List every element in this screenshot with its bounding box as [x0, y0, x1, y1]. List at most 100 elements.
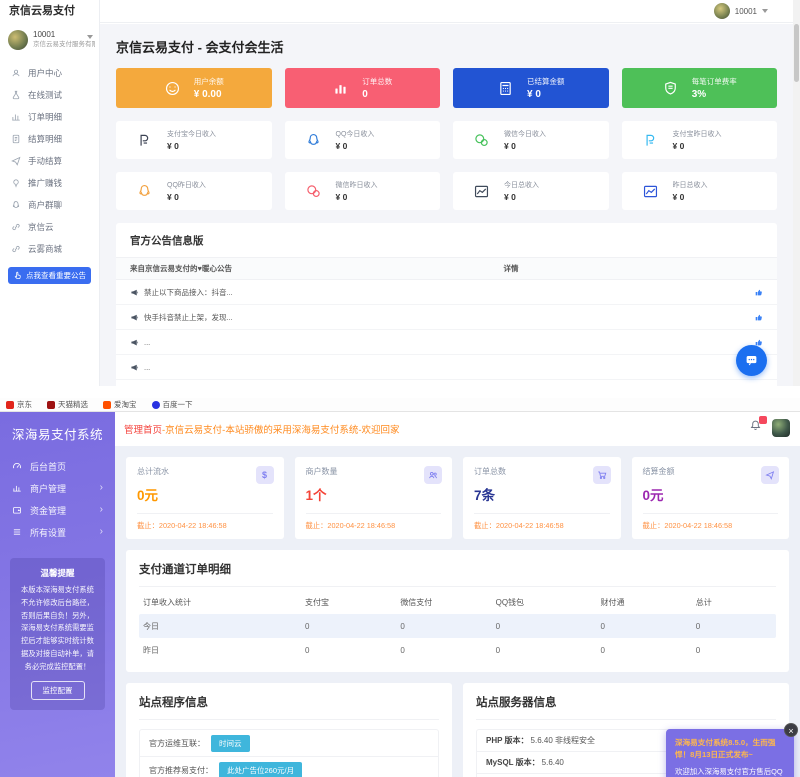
cell: 0	[695, 621, 701, 631]
chevron-right-icon: ›	[99, 482, 103, 493]
stat-label: 用户余额	[193, 77, 224, 86]
announcement-row[interactable]: 禁止以下商品接入：抖音...	[116, 280, 777, 305]
notification-bell[interactable]	[749, 416, 767, 437]
monitor-config-button[interactable]: 监控配置	[30, 681, 85, 701]
stat-card-order-count[interactable]: 订单总数 7条 截止：2020-04-22 18:46:58	[463, 457, 621, 539]
stat-card-fee-rate[interactable]: 每笔订单费率 3%	[621, 68, 777, 108]
stat-card-total-flow[interactable]: 总计流水 $ 0元 截止：2020-04-22 18:46:58	[126, 457, 284, 539]
stat-date: 截止：2020-04-22 18:46:58	[642, 521, 733, 530]
sidebar-item-label: 京信云	[28, 222, 54, 232]
income-card-alipay-today[interactable]: 支付宝今日收入 ¥ 0	[116, 121, 272, 159]
browser-bookmarks-bar: 京东 天猫精选 爱淘宝 百度一下	[0, 398, 800, 412]
sidebar-item-label: 结算明细	[28, 134, 63, 144]
stat-card-merchant-count[interactable]: 商户数量 1个 截止：2020-04-22 18:46:58	[294, 457, 452, 539]
sidebar-item-promotion[interactable]: 推广赚钱	[0, 172, 99, 194]
announcement-detail-icon	[755, 314, 762, 320]
stat-card-balance[interactable]: 用户余额 ¥ 0.00	[116, 68, 272, 108]
sidebar-item-label: 用户中心	[28, 68, 63, 78]
income-card-total-yesterday[interactable]: 昨日总收入 ¥ 0	[621, 172, 777, 210]
income-card-alipay-yesterday[interactable]: 支付宝昨日收入 ¥ 0	[621, 121, 777, 159]
income-card-qq-today[interactable]: QQ今日收入 ¥ 0	[284, 121, 440, 159]
announcement-row[interactable]: ...	[116, 330, 777, 355]
sidebar-item-merchant-group[interactable]: 商户群聊	[0, 194, 99, 216]
scrollbar-thumb[interactable]	[794, 24, 799, 82]
sidebar-item-dashboard[interactable]: 后台首页	[0, 455, 115, 477]
announcement-row[interactable]: 快手抖音禁止上架，发现...	[116, 305, 777, 330]
sidebar-reminder-card: 温馨提醒 本版本深海易支付系统不允许修改后台路径，否则后果自负！另外，深海易支付…	[10, 558, 105, 711]
divider	[474, 513, 610, 514]
bookmark-tmall[interactable]: 天猫精选	[47, 399, 88, 410]
sidebar-menu: 用户中心 在线测试 订单明细 结算明细 手动结算	[0, 62, 99, 260]
bookmark-baidu[interactable]: 百度一下	[151, 399, 193, 410]
sidebar-item-user-center[interactable]: 用户中心	[0, 62, 99, 84]
breadcrumb-home[interactable]: 管理首页	[124, 425, 163, 436]
income-card-row-yesterday: QQ昨日收入 ¥ 0 微信昨日收入 ¥ 0	[116, 172, 777, 210]
users-icon	[424, 466, 442, 484]
income-label: 今日总收入	[504, 182, 539, 189]
income-label: QQ昨日收入	[167, 182, 206, 189]
ad-slot-button[interactable]: 此处广告位260元/月	[219, 761, 303, 777]
announcement-row[interactable]: ...	[116, 380, 777, 386]
income-texts: 微信昨日收入 ¥ 0	[336, 180, 378, 202]
megaphone-icon	[131, 364, 139, 370]
sidebar-item-online-test[interactable]: 在线测试	[0, 84, 99, 106]
important-notice-button[interactable]: 点我查看重要公告	[8, 267, 91, 284]
channel-table-row-yesterday: 昨日 0 0 0 0 0	[139, 638, 776, 662]
user-profile-block[interactable]: 10001 京信云易支付服务有限-	[0, 23, 99, 56]
divider	[642, 513, 778, 514]
col-header: 订单收入统计	[143, 597, 191, 607]
sidebar-item-settings[interactable]: 所有设置 ›	[0, 521, 115, 543]
sidebar-item-fund-mgmt[interactable]: 资金管理 ›	[0, 499, 115, 521]
stat-label: 每笔订单费率	[691, 77, 737, 86]
income-texts: QQ昨日收入 ¥ 0	[167, 180, 206, 202]
stat-card-orders[interactable]: 订单总数 0	[284, 68, 440, 108]
wechat-icon	[306, 184, 320, 197]
sidebar-item-settle-detail[interactable]: 结算明细	[0, 128, 99, 150]
link-icon	[12, 245, 20, 253]
announcement-panel: 官方公告信息版 来自京信云易支付的♥暖心公告 详情 禁止以下商品接入：抖音...…	[116, 223, 777, 386]
cart-icon	[592, 466, 611, 484]
announcement-table-header: 来自京信云易支付的♥暖心公告 详情	[116, 257, 777, 280]
income-card-wechat-today[interactable]: 微信今日收入 ¥ 0	[453, 121, 609, 159]
stat-card-settle-amount[interactable]: 结算金额 0元 截止：2020-04-22 18:46:58	[631, 457, 789, 539]
favicon	[47, 400, 55, 409]
server-row: MySQL 版本： 5.6.40	[477, 752, 775, 774]
channel-table-header: 订单收入统计 支付宝 微信支付 QQ钱包 财付通 总计	[139, 590, 776, 614]
admin-dashboard-window: 京东 天猫精选 爱淘宝 百度一下 深海易支付系统 后台首页 商户管理 › 资	[0, 398, 800, 777]
sidebar-item-jingxin-cloud[interactable]: 京信云	[0, 216, 99, 238]
stat-value: ¥ 0.00	[193, 89, 222, 100]
user-id: 10001	[734, 6, 757, 16]
income-card-total-today[interactable]: 今日总收入 ¥ 0	[453, 172, 609, 210]
income-label: 微信今日收入	[504, 131, 546, 138]
stat-value: 0元	[642, 488, 664, 503]
smiley-icon	[165, 81, 179, 95]
sidebar-item-merchant-mgmt[interactable]: 商户管理 ›	[0, 477, 115, 499]
sidebar-item-order-detail[interactable]: 订单明细	[0, 106, 99, 128]
cell: 0	[305, 645, 310, 655]
notification-badge	[759, 416, 767, 424]
announcement-row[interactable]: ...	[116, 355, 777, 380]
income-texts: QQ今日收入 ¥ 0	[336, 129, 375, 151]
income-value: ¥ 0	[672, 141, 685, 151]
income-card-wechat-yesterday[interactable]: 微信昨日收入 ¥ 0	[284, 172, 440, 210]
chat-float-button[interactable]	[736, 345, 767, 376]
megaphone-icon	[131, 289, 139, 295]
income-texts: 支付宝今日收入 ¥ 0	[167, 129, 216, 151]
favicon	[103, 400, 111, 409]
close-icon[interactable]: ×	[784, 723, 798, 738]
avatar[interactable]	[772, 419, 790, 437]
sidebar-item-manual-settle[interactable]: 手动结算	[0, 150, 99, 172]
navbar-user[interactable]: 10001	[713, 3, 768, 19]
sidebar-item-yunwu-mall[interactable]: 云雾商城	[0, 238, 99, 260]
program-label: 官方推荐易支付：	[149, 765, 213, 775]
announcement-panel-title: 官方公告信息版	[130, 235, 204, 247]
scrollbar[interactable]	[793, 0, 800, 386]
bookmark-jd[interactable]: 京东	[6, 399, 32, 410]
user-id: 10001	[33, 30, 56, 39]
user-org: 京信云易支付服务有限-	[33, 41, 95, 48]
reminder-title: 温馨提醒	[40, 568, 75, 578]
stat-card-settled[interactable]: 已结算金额 ¥ 0	[453, 68, 609, 108]
bookmark-taobao[interactable]: 爱淘宝	[103, 399, 137, 410]
income-card-qq-yesterday[interactable]: QQ昨日收入 ¥ 0	[116, 172, 272, 210]
ops-link-button[interactable]: 时间云	[211, 734, 250, 752]
